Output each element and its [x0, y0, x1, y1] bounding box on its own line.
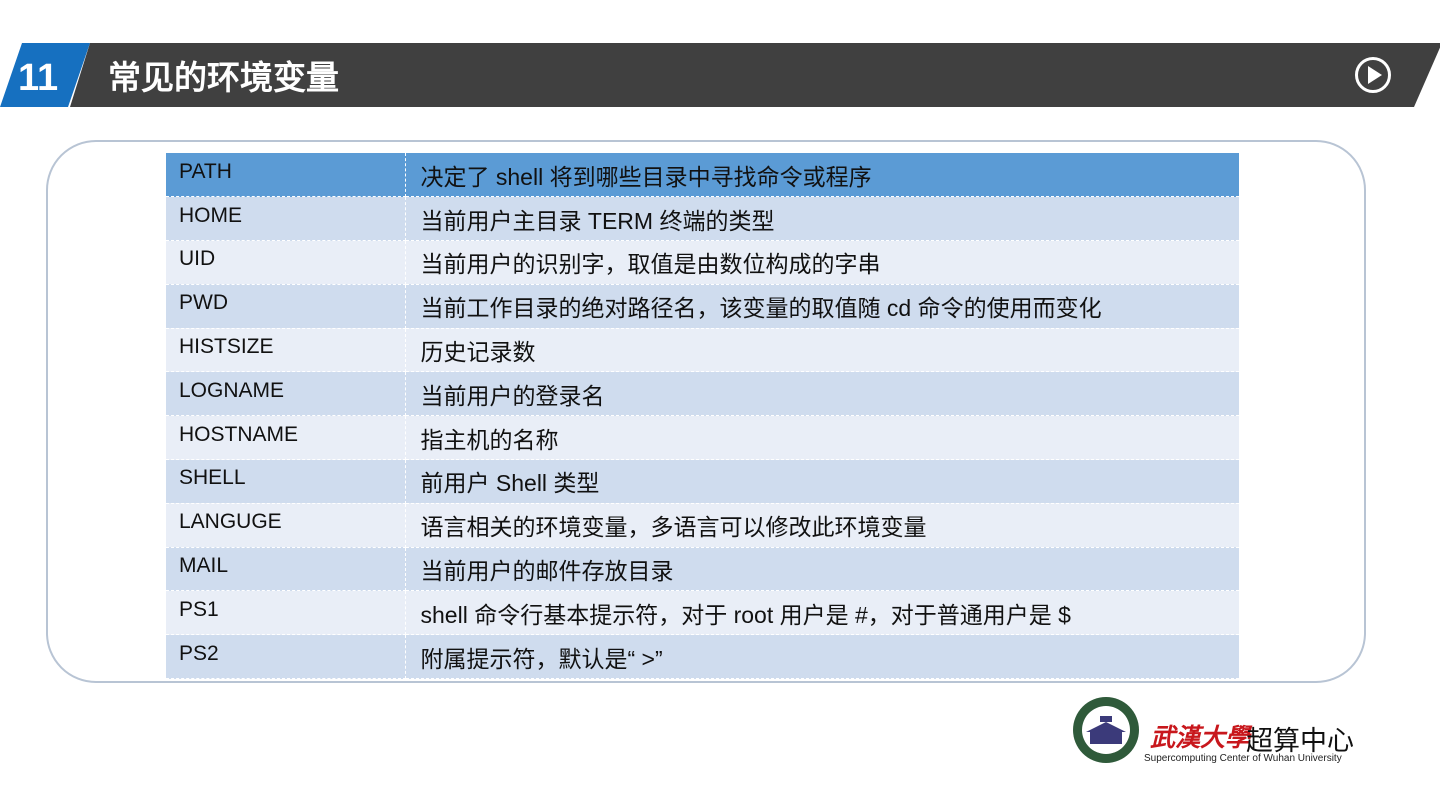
table-row: UID 当前用户的识别字，取值是由数位构成的字串 — [166, 240, 1239, 285]
variable-description: 当前用户的登录名 — [405, 371, 1239, 417]
play-circle-icon[interactable] — [1354, 56, 1392, 94]
table-row: MAIL 当前用户的邮件存放目录 — [166, 547, 1239, 592]
variable-name: PWD — [166, 284, 406, 329]
variable-name: LANGUGE — [166, 503, 406, 548]
variable-name: PS1 — [166, 590, 406, 636]
variable-description: 决定了 shell 将到哪些目录中寻找命令或程序 — [405, 153, 1239, 198]
university-seal-logo — [1073, 697, 1139, 763]
variable-description: 附属提示符，默认是“ >” — [405, 634, 1239, 680]
variable-name: LOGNAME — [166, 371, 406, 417]
page-title: 常见的环境变量 — [108, 59, 339, 96]
content-panel — [46, 140, 1366, 683]
table-row: PATH 决定了 shell 将到哪些目录中寻找命令或程序 — [166, 153, 1239, 198]
title-bar — [70, 43, 1440, 107]
variable-name: UID — [166, 240, 406, 285]
variable-name: HOSTNAME — [166, 415, 406, 461]
center-english-name: Supercomputing Center of Wuhan Universit… — [1144, 753, 1342, 764]
table-row: HISTSIZE 历史记录数 — [166, 328, 1239, 373]
variable-name: PS2 — [166, 634, 406, 680]
variable-description: 语言相关的环境变量，多语言可以修改此环境变量 — [405, 503, 1239, 548]
variable-description: shell 命令行基本提示符，对于 root 用户是 #，对于普通用户是 $ — [405, 590, 1239, 636]
variable-description: 历史记录数 — [405, 328, 1239, 373]
table-row: PS1 shell 命令行基本提示符，对于 root 用户是 #，对于普通用户是 … — [166, 590, 1239, 636]
wuhan-university-script-logo: 武漢大學 — [1150, 723, 1251, 752]
table-row: LOGNAME 当前用户的登录名 — [166, 371, 1239, 417]
variable-description: 当前用户主目录 TERM 终端的类型 — [405, 196, 1239, 242]
table-row: PS2 附属提示符，默认是“ >” — [166, 634, 1239, 680]
section-number: 11 — [18, 57, 59, 99]
table-row: LANGUGE 语言相关的环境变量，多语言可以修改此环境变量 — [166, 503, 1239, 548]
variable-name: HISTSIZE — [166, 328, 406, 373]
center-name: 超算中心 — [1246, 726, 1354, 756]
variable-description: 当前用户的识别字，取值是由数位构成的字串 — [405, 240, 1239, 285]
variable-description: 指主机的名称 — [405, 415, 1239, 461]
table-row: HOSTNAME 指主机的名称 — [166, 415, 1239, 461]
variable-description: 前用户 Shell 类型 — [405, 459, 1239, 504]
variable-name: SHELL — [166, 459, 406, 504]
table-row: SHELL 前用户 Shell 类型 — [166, 459, 1239, 504]
variable-description: 当前工作目录的绝对路径名，该变量的取值随 cd 命令的使用而变化 — [405, 284, 1239, 329]
variable-description: 当前用户的邮件存放目录 — [405, 547, 1239, 592]
variable-name: HOME — [166, 196, 406, 242]
table-row: PWD 当前工作目录的绝对路径名，该变量的取值随 cd 命令的使用而变化 — [166, 284, 1239, 329]
env-var-table: PATH 决定了 shell 将到哪些目录中寻找命令或程序 HOME 当前用户主目录 … — [166, 153, 1239, 680]
table-row: HOME 当前用户主目录 TERM 终端的类型 — [166, 196, 1239, 242]
variable-name: PATH — [166, 153, 406, 198]
variable-name: MAIL — [166, 547, 406, 592]
